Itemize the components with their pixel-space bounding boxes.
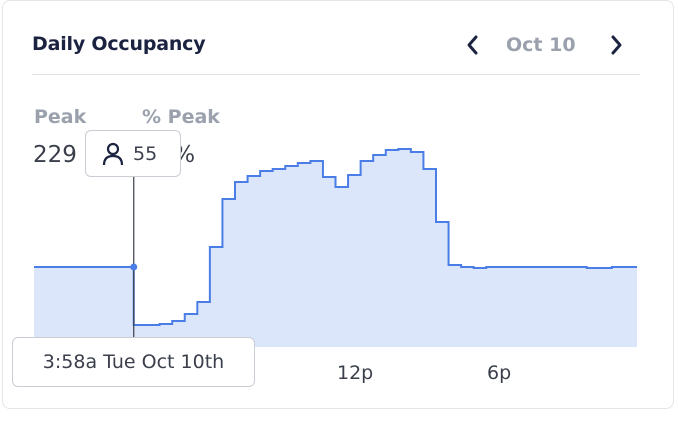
- occupancy-area: [34, 149, 637, 347]
- peak-value: 229: [33, 142, 77, 168]
- chevron-left-icon: [467, 35, 478, 55]
- peak-label: Peak: [34, 106, 87, 128]
- next-day-button[interactable]: [605, 31, 629, 59]
- person-icon: [102, 142, 124, 165]
- x-tick-12p: 12p: [337, 362, 374, 384]
- timestamp-tooltip: 3:58a Tue Oct 10th: [12, 337, 255, 387]
- chevron-right-icon: [611, 35, 622, 55]
- x-tick-6p: 6p: [487, 362, 512, 384]
- occupancy-count-tooltip: 55: [85, 130, 181, 177]
- occupancy-line: [34, 148, 637, 326]
- percent-peak-label: % Peak: [142, 106, 220, 128]
- header-divider: [32, 74, 640, 75]
- hover-marker-dot: [130, 263, 138, 271]
- current-date: Oct 10: [506, 34, 576, 56]
- occupancy-count: 55: [133, 142, 158, 165]
- previous-day-button[interactable]: [460, 31, 484, 59]
- card-title: Daily Occupancy: [32, 33, 206, 55]
